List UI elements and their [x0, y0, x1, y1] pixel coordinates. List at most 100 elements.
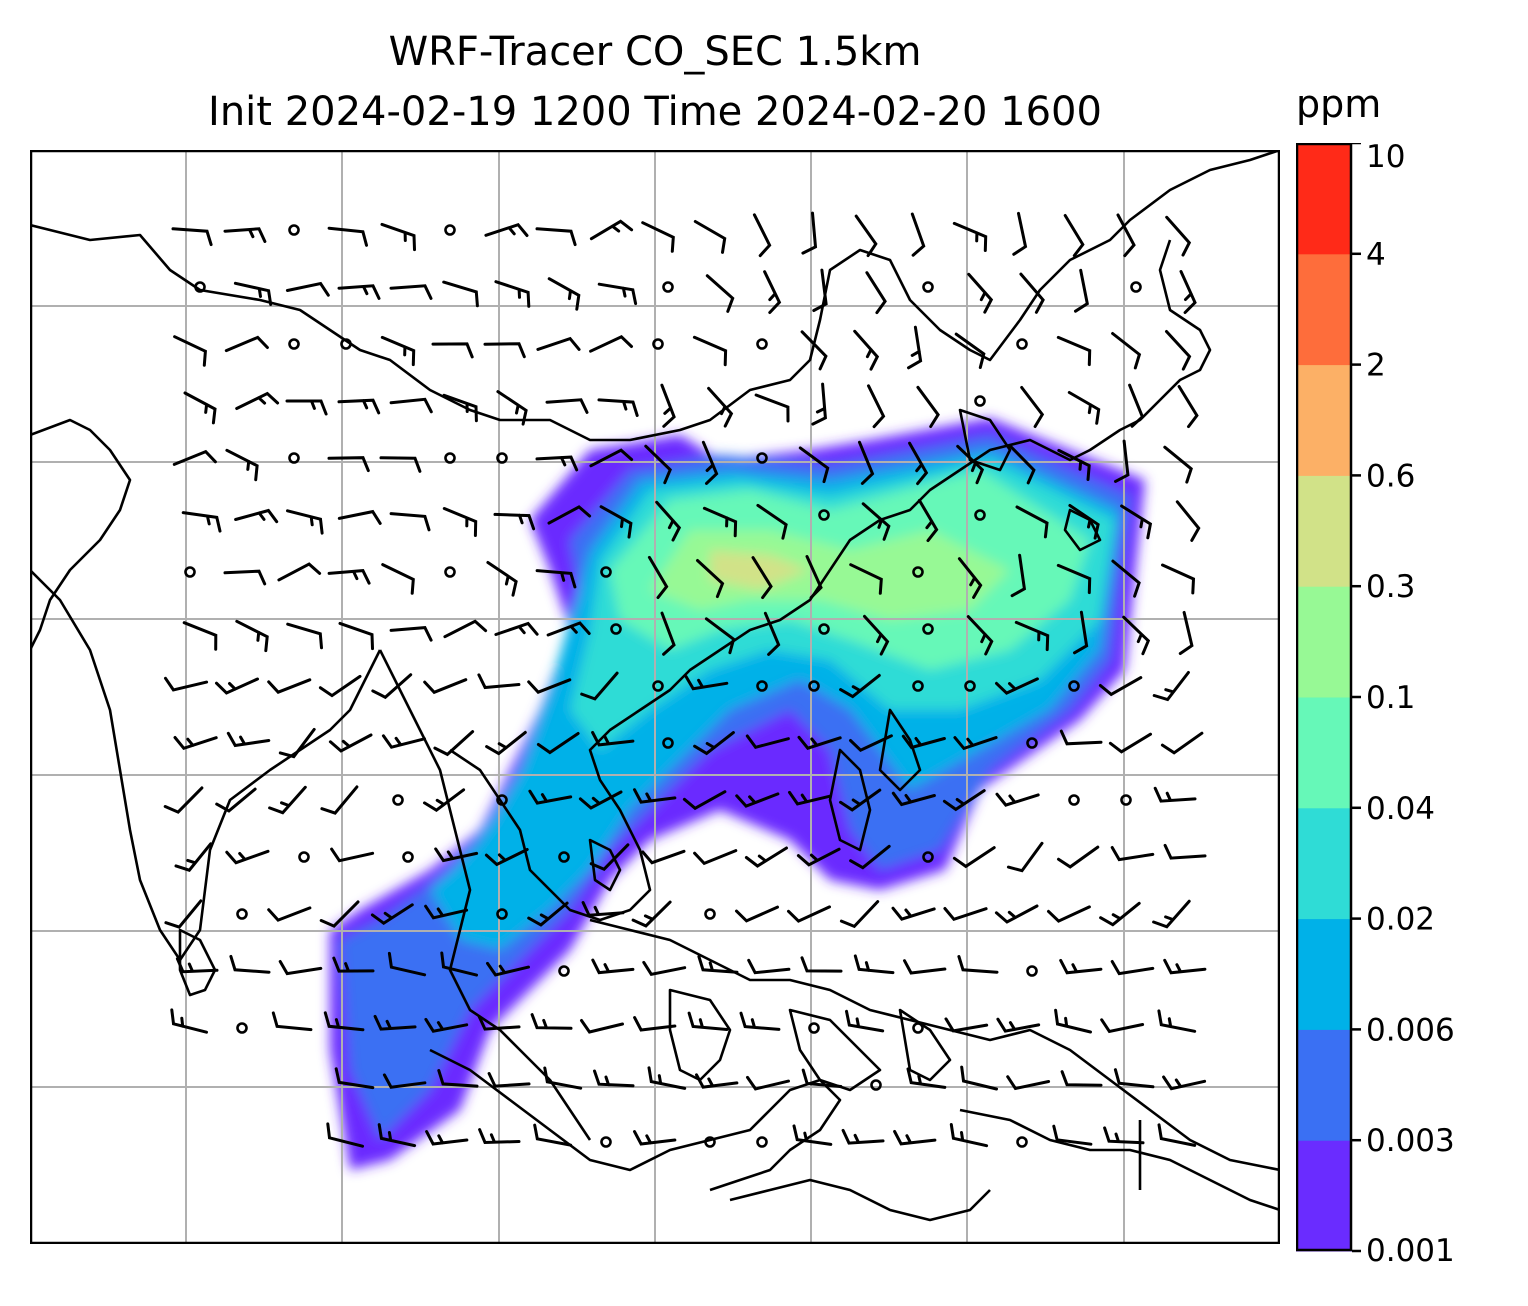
- wind-barb: [944, 1017, 989, 1033]
- wind-barb: [801, 211, 818, 255]
- wind-barb: [641, 849, 686, 865]
- wind-barb: [739, 1011, 781, 1031]
- wind-barb: [223, 227, 267, 243]
- wind-barb: [487, 1072, 531, 1088]
- wind-barb: [477, 1014, 521, 1031]
- calm-wind-marker: [298, 851, 310, 863]
- wind-barb: [660, 383, 676, 428]
- wind-barb: [578, 790, 623, 810]
- wind-barb: [1057, 845, 1100, 869]
- wind-barb: [910, 212, 926, 257]
- wind-barb: [811, 382, 827, 426]
- wind-barb: [440, 951, 478, 977]
- wind-barb: [994, 904, 1039, 924]
- wind-barb: [633, 1016, 677, 1032]
- wind-barb: [173, 335, 207, 367]
- wind-barb: [235, 619, 269, 653]
- wind-barb: [589, 448, 634, 468]
- wind-barb: [952, 846, 996, 869]
- wind-barb: [494, 621, 539, 636]
- wind-barb: [337, 398, 381, 415]
- wind-barb: [370, 903, 414, 926]
- wind-barb: [853, 954, 895, 975]
- wind-barb: [943, 907, 988, 922]
- wind-barb: [849, 844, 891, 870]
- wind-barb: [949, 1123, 989, 1148]
- calm-wind-marker: [1016, 338, 1028, 350]
- wind-barb: [437, 1069, 479, 1088]
- calm-wind-marker: [194, 281, 206, 293]
- calm-wind-marker: [662, 737, 674, 749]
- calm-wind-marker: [818, 509, 830, 521]
- wind-barb: [181, 511, 222, 533]
- wind-barb: [907, 325, 923, 370]
- wind-barb: [546, 621, 591, 637]
- wind-barb: [752, 213, 772, 258]
- wind-barb: [1059, 958, 1103, 975]
- wind-barb: [286, 622, 323, 650]
- colorbar-tick-label: 0.6: [1366, 458, 1415, 494]
- wind-barb: [1073, 610, 1089, 655]
- wind-barb: [224, 335, 269, 353]
- wind-barb: [323, 1011, 365, 1032]
- wind-barb: [682, 790, 727, 811]
- wind-barb: [693, 849, 738, 866]
- wind-barb: [746, 1075, 790, 1091]
- wind-barb: [735, 905, 779, 923]
- wind-barb: [1120, 504, 1153, 540]
- wind-barb: [956, 444, 985, 485]
- wind-barb: [693, 731, 735, 756]
- calm-wind-marker: [912, 680, 924, 692]
- wind-barb: [756, 503, 788, 540]
- wind-barb: [434, 847, 479, 863]
- colorbar-segment: [1296, 697, 1352, 809]
- wind-barb: [1122, 615, 1151, 656]
- wind-barb: [234, 508, 279, 524]
- calm-wind-marker: [912, 566, 924, 578]
- calm-wind-marker: [756, 1136, 768, 1148]
- wind-barb: [223, 569, 267, 586]
- wind-barb: [957, 955, 999, 974]
- wind-barb: [173, 736, 218, 751]
- wind-barb: [1103, 1126, 1145, 1145]
- calm-wind-marker: [236, 908, 248, 920]
- calm-wind-marker: [1026, 965, 1038, 977]
- wind-barb: [338, 621, 374, 651]
- wind-barb: [215, 787, 257, 813]
- wind-barb: [796, 847, 841, 867]
- wind-barb: [893, 1130, 937, 1146]
- colorbar-tick-label: 0.1: [1366, 680, 1415, 716]
- wind-barb: [684, 675, 729, 691]
- wind-barb: [442, 393, 478, 423]
- wind-barb: [389, 397, 433, 414]
- calm-wind-marker: [870, 1079, 882, 1091]
- wind-barb: [695, 1073, 739, 1089]
- wind-barb: [1100, 1018, 1145, 1034]
- wind-barb: [494, 280, 531, 308]
- wind-barb: [547, 277, 581, 311]
- wind-barb: [687, 1011, 729, 1031]
- colorbar-segment: [1296, 475, 1352, 587]
- wind-barb: [1153, 786, 1197, 803]
- colorbar-segment: [1296, 807, 1352, 920]
- wind-barb: [278, 727, 316, 759]
- wind-barb: [1108, 732, 1152, 754]
- wind-barb: [812, 268, 828, 312]
- wind-barb: [496, 390, 528, 426]
- wind-barbs: [163, 211, 1207, 1148]
- wind-barb: [423, 788, 466, 813]
- calm-wind-marker: [236, 1022, 248, 1034]
- colorbar-tick-label: 10: [1366, 143, 1405, 175]
- wind-barb: [327, 569, 371, 585]
- wind-barb: [591, 958, 635, 975]
- wind-barb: [952, 221, 988, 252]
- colorbar-segment: [1296, 586, 1352, 698]
- wind-barb: [1068, 504, 1100, 540]
- colorbar-segment: [1296, 364, 1352, 476]
- wind-barb: [1060, 1070, 1103, 1087]
- map-canvas: [30, 150, 1280, 1244]
- wind-barb: [589, 219, 634, 241]
- wind-barb: [483, 342, 526, 359]
- wind-barb: [1047, 905, 1091, 923]
- calm-wind-marker: [1026, 737, 1038, 749]
